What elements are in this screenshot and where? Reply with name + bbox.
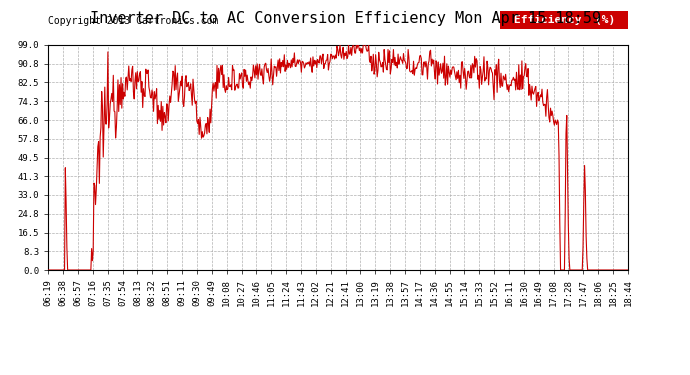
- Text: Copyright 2013 Cartronics.com: Copyright 2013 Cartronics.com: [48, 16, 219, 26]
- Text: Inverter DC to AC Conversion Efficiency Mon Apr 15 18:59: Inverter DC to AC Conversion Efficiency …: [90, 11, 600, 26]
